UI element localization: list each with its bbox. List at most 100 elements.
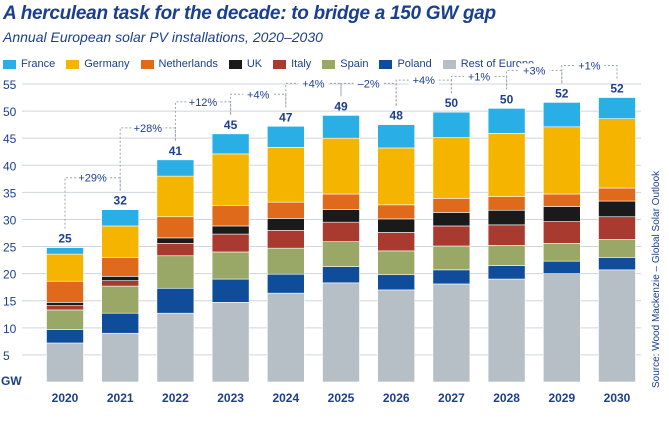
bar-segment-netherlands [322,193,360,211]
y-tick-label: 10 [3,322,17,336]
legend-label: Rest of Europe [460,58,535,70]
legend-label: France [21,58,56,70]
legend-swatch [140,59,154,69]
bar-segment-uk [377,218,416,233]
y-tick-label: 35 [3,186,17,200]
bar-segment-rest-of-europe [156,312,195,383]
legend-label: Netherlands [158,58,218,70]
total-label: 50 [500,92,514,106]
total-label: 52 [555,86,569,100]
bar-segment-italy [211,233,250,253]
x-tick-label: 2029 [548,391,575,405]
bar-segment-germany [542,126,581,195]
total-label: 47 [279,110,293,124]
growth-connector [119,127,176,191]
legend-swatch [322,59,336,69]
bar-segment-italy [101,280,139,287]
bar-segment-france [542,102,581,128]
bar-segment-poland [322,266,360,284]
bar-segment-poland [542,260,581,274]
bar-segment-germany [211,153,250,206]
growth-label-bg [132,120,163,134]
bar-segment-netherlands [487,196,526,211]
bar-segment-poland [487,265,526,280]
growth-connector [64,177,121,229]
chart-legend: France Germany Netherlands UK Italy Spain Pola… [3,56,545,72]
bar-segment-germany [266,147,305,203]
growth-label: +4% [302,78,325,90]
y-tick-label: 15 [3,295,17,309]
growth-label: –2% [358,78,380,90]
bar-segment-uk [432,212,471,227]
legend-swatch [66,59,80,69]
legend-item-italy: Italy [273,58,311,70]
y-tick-label: 20 [3,268,17,282]
bar-segment-spain [211,251,250,280]
x-tick-label: 2026 [383,391,410,405]
bar-segment-germany [46,253,84,282]
total-label: 41 [169,144,183,158]
growth-label-bg [298,76,329,90]
bar-segment-france [487,108,526,134]
growth-label: +12% [189,97,218,109]
bar-segment-uk [46,302,84,306]
bar-segment-rest-of-europe [377,289,416,383]
bar-segment-france [432,111,471,138]
bar-segment-rest-of-europe [46,342,84,383]
bar-segment-spain [487,245,526,266]
legend-item-poland: Poland [379,58,432,70]
total-label: 25 [58,232,72,246]
x-tick-label: 2022 [162,391,189,405]
bar-segment-poland [377,274,416,291]
x-tick-label: 2023 [217,391,244,405]
growth-label-bg [243,87,274,101]
bar-segment-italy [598,216,636,240]
bar-segment-france [266,125,305,148]
bar-segment-netherlands [46,280,84,303]
legend-label: Poland [397,58,432,70]
y-tick-label: 55 [3,78,17,92]
bar-segment-netherlands [542,193,581,207]
legend-swatch [379,59,393,69]
bar-segment-spain [101,285,139,314]
total-label: 45 [224,118,238,132]
growth-label-bg [188,94,218,108]
legend-item-germany: Germany [66,58,130,70]
growth-label-bg [353,76,384,90]
bar-segment-netherlands [598,187,636,202]
bar-segment-spain [542,242,581,262]
bar-segment-netherlands [156,216,195,239]
bar-segment-france [377,124,416,149]
y-axis-label: GW [1,374,22,388]
bar-segment-uk [542,206,581,222]
bar-segment-netherlands [211,205,250,227]
total-label: 52 [610,82,624,96]
growth-label: +1% [468,71,491,83]
growth-label: +4% [247,89,270,101]
bar-segment-spain [377,250,416,276]
bar-segment-rest-of-europe [432,283,471,383]
bar-segment-poland [598,257,636,271]
bar-segment-netherlands [432,198,471,213]
bar-segment-italy [487,224,526,246]
y-tick-label: 45 [3,132,17,146]
bar-segment-poland [266,273,305,294]
legend-label: Italy [291,58,312,70]
bar-segment-france [211,133,250,155]
legend-swatch [442,59,456,69]
bar-segment-france [598,97,636,119]
growth-label-bg [464,69,494,83]
bar-segment-germany [101,225,139,258]
bar-segment-poland [211,278,250,303]
bar-segment-italy [377,232,416,252]
bar-segment-spain [432,245,471,271]
x-tick-label: 2030 [604,391,631,405]
legend-item-france: France [3,58,55,70]
bar-segment-france [322,115,360,139]
legend-label: Spain [340,58,369,70]
bar-segment-poland [101,312,139,334]
bar-segment-spain [598,239,636,258]
bar-segment-spain [156,255,195,289]
legend-item-netherlands: Netherlands [140,58,218,70]
